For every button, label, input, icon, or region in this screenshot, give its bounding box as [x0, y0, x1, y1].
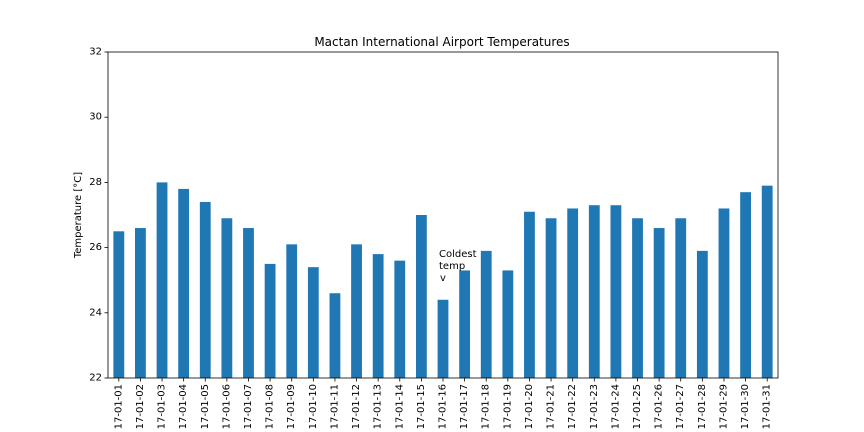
x-tick-label: 17-01-06	[221, 384, 232, 429]
x-tick-label: 17-01-26	[654, 384, 665, 429]
plot-frame	[107, 51, 779, 379]
bar-17-01-05	[199, 201, 211, 378]
bar-17-01-15	[415, 215, 427, 378]
y-tick-label: 24	[89, 307, 102, 318]
x-tick-label: 17-01-14	[394, 384, 405, 429]
y-tick-label: 30	[89, 112, 102, 123]
bar-17-01-16	[437, 299, 449, 378]
bar-17-01-17	[459, 270, 471, 378]
x-tick-label: 17-01-13	[373, 384, 384, 429]
x-tick-label: 17-01-05	[200, 384, 211, 429]
bar-17-01-31	[761, 185, 773, 378]
bar-17-01-19	[502, 270, 514, 378]
x-tick-label: 17-01-01	[113, 384, 124, 429]
y-axis: 22 24 26 28 30 32	[89, 47, 108, 384]
x-tick-label: 17-01-04	[178, 384, 189, 429]
bar-17-01-24	[610, 205, 622, 378]
x-tick-label: 17-01-02	[135, 384, 146, 429]
bar-17-01-07	[243, 228, 254, 378]
coldest-temp-annotation: Coldest temp v	[439, 249, 477, 284]
bar-17-01-21	[545, 218, 557, 378]
bar-17-01-03	[156, 182, 168, 378]
bar-17-01-11	[329, 293, 341, 378]
bar-17-01-01	[113, 231, 125, 378]
x-tick-label: 17-01-12	[351, 384, 362, 429]
x-tick-label: 17-01-29	[718, 384, 729, 429]
x-tick-label: 17-01-11	[329, 384, 340, 429]
y-axis-label: Temperature [°C]	[73, 172, 84, 259]
bar-17-01-14	[394, 260, 406, 378]
x-tick-label: 17-01-31	[762, 384, 773, 429]
bar-17-01-09	[286, 244, 298, 378]
bar-17-01-23	[588, 205, 600, 378]
y-tick-label: 28	[89, 177, 102, 188]
bar-17-01-12	[351, 244, 362, 378]
bars-group	[113, 182, 773, 378]
x-tick-label: 17-01-30	[740, 384, 751, 429]
x-tick-label: 17-01-09	[286, 384, 297, 429]
x-tick-label: 17-01-21	[546, 384, 557, 429]
bar-17-01-13	[372, 254, 384, 378]
bar-17-01-25	[632, 218, 643, 378]
x-tick-label: 17-01-15	[416, 384, 427, 429]
bar-17-01-30	[740, 192, 751, 378]
bar-17-01-26	[653, 228, 665, 378]
chart-title: Mactan International Airport Temperature…	[314, 35, 569, 49]
bar-17-01-27	[675, 218, 687, 378]
bar-17-01-28	[696, 250, 708, 378]
x-tick-label: 17-01-07	[243, 384, 254, 429]
bar-17-01-08	[264, 263, 276, 378]
x-tick-label: 17-01-03	[157, 384, 168, 429]
x-axis: 17-01-01 17-01-02 17-01-03 17-01-04 17-01-05…	[113, 378, 773, 429]
y-tick-label: 26	[89, 242, 102, 253]
x-tick-label: 17-01-28	[697, 384, 708, 429]
bar-17-01-04	[178, 188, 190, 378]
x-tick-label: 17-01-22	[567, 384, 578, 429]
bar-17-01-06	[221, 218, 233, 378]
x-tick-label: 17-01-18	[481, 384, 492, 429]
y-tick-label: 22	[89, 373, 102, 384]
bar-17-01-29	[718, 208, 730, 378]
bar-17-01-18	[480, 250, 492, 378]
x-tick-label: 17-01-16	[438, 384, 449, 429]
x-tick-label: 17-01-24	[610, 384, 621, 429]
bar-17-01-02	[135, 228, 146, 378]
y-tick-label: 32	[89, 47, 102, 58]
x-tick-label: 17-01-08	[265, 384, 276, 429]
x-tick-label: 17-01-25	[632, 384, 643, 429]
x-tick-label: 17-01-19	[502, 384, 513, 429]
bar-17-01-20	[524, 211, 535, 378]
bar-17-01-22	[567, 208, 579, 378]
x-tick-label: 17-01-17	[459, 384, 470, 429]
x-tick-label: 17-01-20	[524, 384, 535, 429]
x-tick-label: 17-01-27	[675, 384, 686, 429]
annotation-group: Coldest temp v	[439, 249, 477, 284]
x-tick-label: 17-01-10	[308, 384, 319, 429]
bar-17-01-10	[307, 267, 319, 378]
x-tick-label: 17-01-23	[589, 384, 600, 429]
